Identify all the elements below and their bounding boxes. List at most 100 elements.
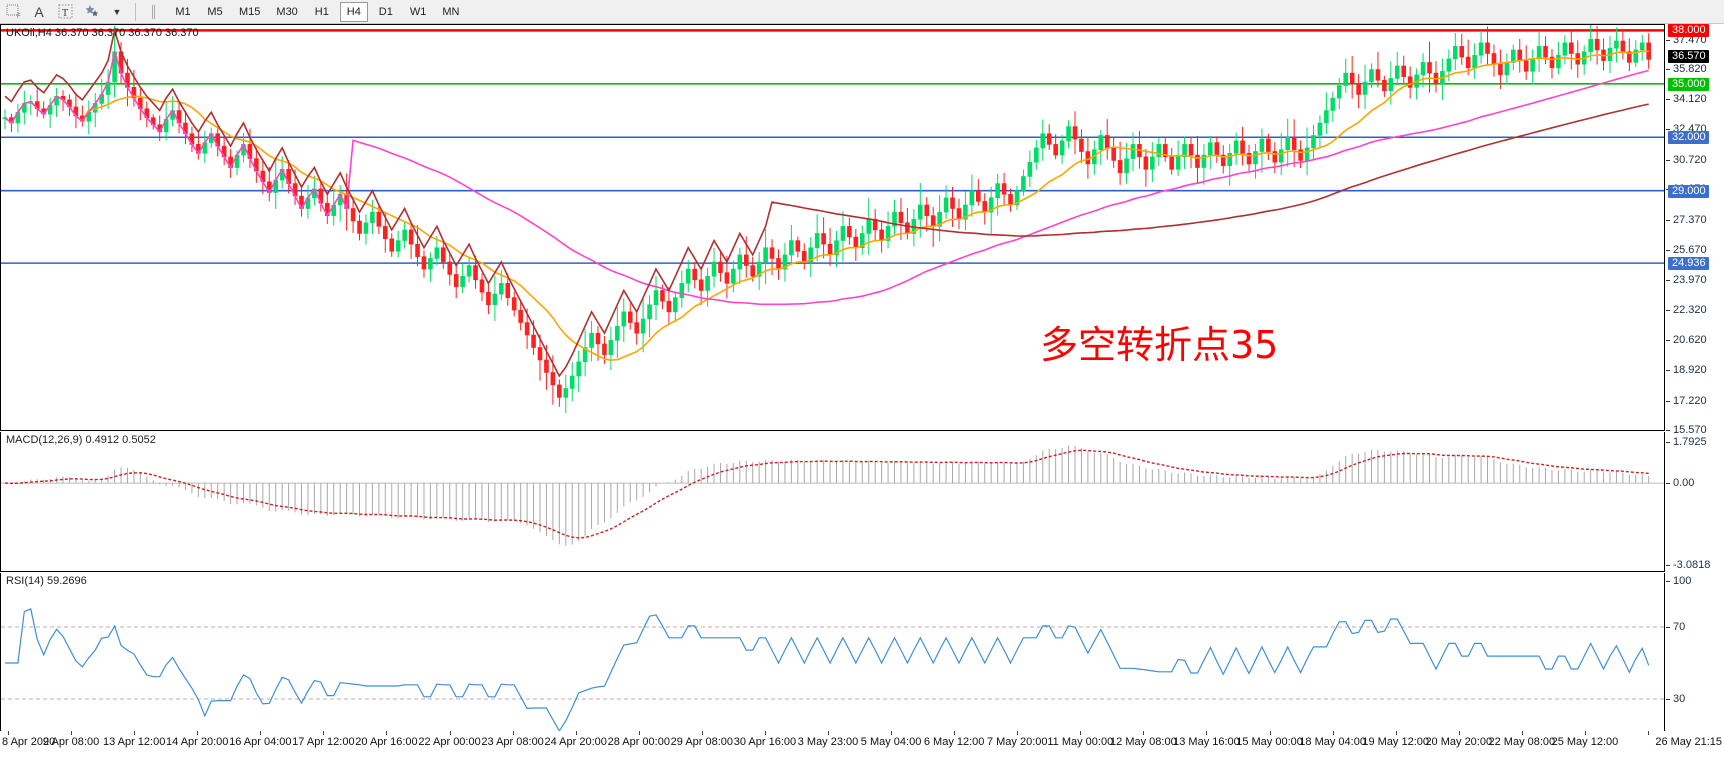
timeframe-d1[interactable]: D1 [378,5,393,18]
time-label-0: 8 Apr 2020 [2,736,56,748]
price-level-box-0: 38.000 [1668,24,1709,38]
time-mark-12 [765,731,766,735]
price-chart-svg [1,25,1664,414]
time-mark-11 [702,731,703,735]
time-mark-10 [639,731,640,735]
time-label-21: 18 May 04:00 [1299,736,1366,748]
label-tool-icon[interactable]: T [52,1,78,23]
time-label-17: 11 May 00:00 [1047,736,1114,748]
toolbar-divider [135,2,136,21]
svg-text:T: T [62,8,68,19]
time-mark-21 [1333,731,1334,735]
time-mark-3 [197,731,198,735]
time-mark-8 [513,731,514,735]
time-mark-16 [1017,731,1018,735]
timeframe-group: M1 M5 M15 M30 H1 H4 D1 W1 MN [167,1,467,22]
time-mark-1 [71,731,72,735]
time-label-18: 12 May 08:00 [1110,736,1177,748]
rsi-tick-70: 70 [1666,622,1685,633]
svg-text:F: F [17,14,21,19]
timeframe-h1[interactable]: H1 [314,5,329,18]
timeframe-m1[interactable]: M1 [175,5,191,18]
price-tick-1: 35.820 [1666,64,1707,75]
time-mark-0 [8,731,9,735]
rsi-tick-100: 100 [1666,576,1691,587]
macd-chart-svg [1,445,1664,546]
dropdown-arrow-icon[interactable]: ▼ [112,6,122,17]
periodicity-grip-icon [141,1,167,23]
time-mark-7 [450,731,451,735]
crosshair-icon[interactable]: F [0,1,26,23]
chart-annotation-text: 多空转折点35 [1040,323,1279,367]
macd-pane[interactable]: MACD(12,26,9) 0.4912 0.5052 [0,432,1665,572]
timeframe-m15[interactable]: M15 [239,5,261,18]
objects-icon[interactable] [78,1,104,23]
price-pane[interactable]: UKOil,H4 36.370 36.370 36.370 36.370 [0,24,1665,431]
price-tick-7: 25.670 [1666,245,1707,256]
time-mark-22 [1396,731,1397,735]
timeframe-w1[interactable]: W1 [409,5,427,18]
timeframe-mn[interactable]: MN [442,5,460,18]
time-label-6: 20 Apr 16:00 [355,736,418,748]
time-mark-23 [1459,731,1460,735]
time-label-12: 30 Apr 16:00 [733,736,797,748]
timeframe-m30[interactable]: M30 [276,5,298,18]
time-label-10: 28 Apr 00:00 [607,736,670,748]
time-mark-20 [1270,731,1271,735]
timeframe-h4[interactable]: H4 [339,1,368,22]
toolbar: F A T ▼ M1 M5 M15 M30 H1 H4 [0,0,1724,24]
time-label-9: 24 Apr 20:00 [544,736,607,748]
price-level-box-4: 29.000 [1668,184,1709,198]
price-tick-0: 37.470 [1666,34,1707,46]
rsi-pane-label: RSI(14) 59.2696 [6,575,87,587]
rsi-tick-30: 30 [1666,694,1685,705]
time-label-19: 13 May 16:00 [1173,736,1240,748]
time-axis[interactable]: 8 Apr 2020 9 Apr 08:00 13 Apr 12:00 14 Apr … [0,731,1724,758]
price-tick-13: 15.570 [1666,425,1707,436]
time-label-8: 23 Apr 08:00 [481,736,544,748]
time-mark-25 [1585,731,1586,735]
time-label-2: 13 Apr 12:00 [102,736,166,748]
time-mark-4 [260,731,261,735]
time-label-1: 9 Apr 08:00 [42,736,100,748]
price-tick-11: 18.920 [1666,365,1707,376]
price-axis[interactable]: 37.47035.82034.12032.47030.72029.07027.3… [1666,24,1724,782]
chart-area: UKOil,H4 36.370 36.370 36.370 36.370 MAC… [0,24,1724,782]
time-mark-2 [134,731,135,735]
macd-tick-max: 1.7925 [1666,437,1707,448]
time-mark-9 [576,731,577,735]
text-tool-icon[interactable]: A [34,3,44,20]
time-label-14: 5 May 04:00 [860,736,922,748]
time-label-7: 22 Apr 00:00 [418,736,481,748]
rsi-pane[interactable]: RSI(14) 59.2696 [0,573,1665,754]
time-label-26: 26 May 21:15 [1655,736,1722,748]
time-label-11: 29 Apr 08:00 [670,736,734,748]
time-label-13: 3 May 23:00 [797,736,859,748]
time-mark-15 [954,731,955,735]
time-label-23: 20 May 20:00 [1425,736,1493,748]
time-label-16: 7 May 20:00 [986,736,1048,748]
macd-tick-zero: 0.00 [1666,478,1694,489]
time-mark-24 [1522,731,1523,735]
price-level-box-3: 32.000 [1668,131,1709,145]
price-tick-4: 30.720 [1666,155,1707,166]
time-label-24: 22 May 08:00 [1488,736,1556,748]
time-mark-6 [386,731,387,735]
time-label-22: 19 May 12:00 [1362,736,1430,748]
price-tick-9: 22.320 [1666,304,1707,316]
price-tick-6: 27.370 [1666,214,1707,226]
price-tick-3: 32.470 [1666,123,1707,135]
price-level-box-2: 35.000 [1668,77,1709,91]
timeframe-m5[interactable]: M5 [207,5,223,18]
price-level-box-1: 36.570 [1668,49,1709,63]
time-mark-14 [891,731,892,735]
time-label-4: 16 Apr 04:00 [229,736,292,748]
time-label-20: 15 May 00:00 [1236,736,1303,748]
macd-tick-min: -3.0818 [1666,560,1710,571]
time-label-3: 14 Apr 20:00 [166,736,229,748]
macd-pane-label: MACD(12,26,9) 0.4912 0.5052 [6,434,156,446]
time-mark-5 [323,731,324,735]
time-mark-13 [828,731,829,735]
time-label-15: 6 May 12:00 [923,736,985,748]
